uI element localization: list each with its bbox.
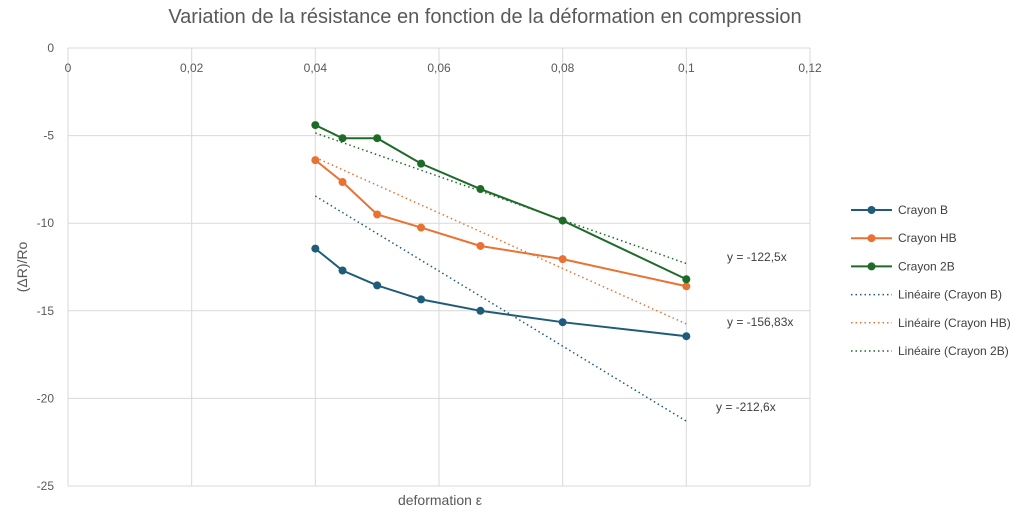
trendline-equation-2: y = -156,83x [727, 315, 793, 329]
x-tick-label: 0,1 [678, 61, 695, 75]
data-point [476, 306, 485, 315]
series [311, 121, 691, 341]
legend-label: Linéaire (Crayon 2B) [898, 344, 1009, 358]
trendline-1 [314, 195, 687, 422]
y-axis-label: (ΔR)/Ro [14, 242, 30, 293]
legend-marker [867, 262, 876, 271]
x-tick-label: 0,08 [551, 61, 575, 75]
y-tick-label: 0 [47, 41, 54, 55]
x-tick-label: 0,12 [798, 61, 822, 75]
y-tick-label: -15 [37, 304, 55, 318]
trendline-equations: y = -212,6x y = -156,83x y = -122,5x [716, 250, 793, 414]
trendlines [314, 132, 687, 422]
y-tick-label: -5 [43, 129, 54, 143]
legend: Crayon B Crayon HB Crayon 2B Linéaire (Cray… [851, 203, 1011, 358]
x-tick-label: 0,04 [304, 61, 328, 75]
data-point [682, 282, 691, 291]
data-point [373, 281, 382, 290]
series-line-3 [314, 124, 687, 281]
data-point [417, 159, 426, 168]
data-point [417, 223, 426, 232]
chart-title: Variation de la résistance en fonction d… [168, 6, 801, 28]
data-point [558, 255, 567, 264]
legend-label: Linéaire (Crayon B) [898, 288, 1002, 302]
data-point [338, 134, 347, 143]
data-point [311, 244, 320, 253]
data-point [373, 210, 382, 219]
data-point [311, 121, 320, 130]
trendline-2 [315, 156, 687, 325]
y-tick-label: -20 [37, 391, 55, 405]
data-point [338, 178, 347, 187]
x-tick-label: 0,06 [427, 61, 451, 75]
legend-label: Linéaire (Crayon HB) [898, 316, 1011, 330]
data-point [682, 332, 691, 341]
data-point [476, 241, 485, 250]
data-point [558, 216, 567, 225]
trendline-equation-3: y = -122,5x [727, 250, 787, 264]
y-tick-label: -25 [37, 479, 55, 493]
x-tick-label: 0,02 [180, 61, 204, 75]
data-point [558, 318, 567, 327]
legend-marker [867, 206, 876, 214]
x-tick-label: 0 [65, 61, 72, 75]
series-line-1 [314, 247, 687, 338]
data-point [682, 275, 691, 284]
legend-marker [867, 234, 876, 243]
data-point [476, 185, 485, 194]
legend-label: Crayon HB [898, 231, 957, 245]
legend-label: Crayon B [898, 203, 948, 217]
data-point [373, 134, 382, 143]
y-tick-label: -10 [37, 216, 55, 230]
x-axis-label: deformation ε [398, 492, 482, 508]
data-point [311, 156, 320, 165]
trendline-equation-1: y = -212,6x [716, 400, 776, 414]
grid [67, 47, 811, 487]
trendline-3 [315, 132, 687, 265]
data-point [417, 295, 426, 304]
data-point [338, 266, 347, 275]
ticks: 0 0,02 0,04 0,06 0,08 0,1 0,12 0 -5 -10 -15 -20 -25 [37, 41, 822, 493]
legend-label: Crayon 2B [898, 259, 955, 273]
